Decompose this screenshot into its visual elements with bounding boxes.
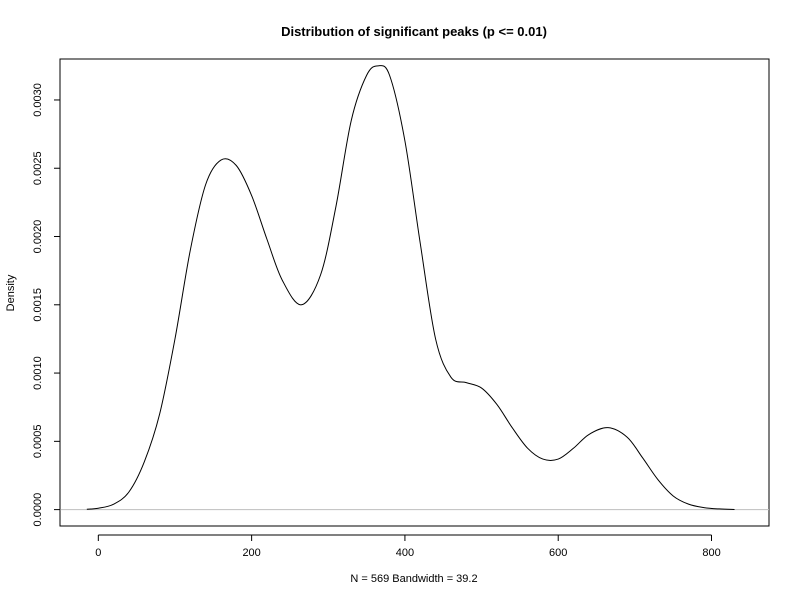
x-tick-label: 800 xyxy=(702,547,720,559)
x-tick-label: 200 xyxy=(242,547,260,559)
y-tick-label: 0.0025 xyxy=(32,151,44,185)
y-axis: 0.0000 0.0005 0.0010 0.0015 0.0020 0.0025 0.00… xyxy=(32,83,61,527)
y-tick-label: 0.0015 xyxy=(32,288,44,322)
y-axis-label: Density xyxy=(5,274,17,311)
y-tick-label: 0.0030 xyxy=(32,83,44,117)
y-tick-label: 0.0020 xyxy=(32,220,44,254)
chart-title: Distribution of significant peaks (p <= … xyxy=(281,24,547,39)
x-axis-label: N = 569 Bandwidth = 39.2 xyxy=(350,573,477,585)
density-curve xyxy=(86,65,735,510)
x-tick-label: 400 xyxy=(396,547,414,559)
y-tick-label: 0.0010 xyxy=(32,356,44,390)
x-tick-label: 0 xyxy=(95,547,101,559)
x-tick-label: 600 xyxy=(549,547,567,559)
y-tick-label: 0.0000 xyxy=(32,493,44,527)
y-tick-label: 0.0005 xyxy=(32,425,44,459)
plot-frame xyxy=(59,58,770,527)
x-axis: 0 200 400 600 800 xyxy=(95,534,721,559)
